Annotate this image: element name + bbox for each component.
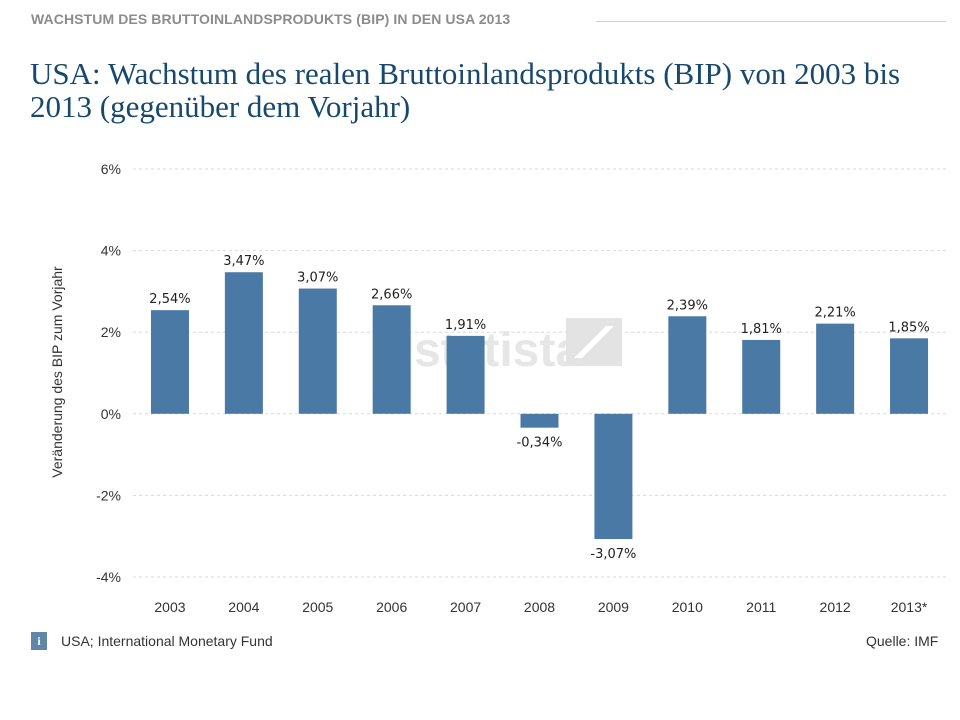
x-tick-label: 2010 xyxy=(672,599,703,615)
y-tick-label: 0% xyxy=(101,406,121,422)
y-axis-title: Veränderung des BIP zum Vorjahr xyxy=(49,266,65,478)
data-label: 2,54% xyxy=(149,292,190,307)
data-label: 1,91% xyxy=(445,318,486,333)
y-axis: 6% 4% 2% 0% -2% -4% xyxy=(96,161,121,585)
x-tick-label: 2007 xyxy=(450,599,481,615)
watermark-text: statista xyxy=(414,324,582,377)
x-tick-label: 2005 xyxy=(302,599,333,615)
data-label: 2,21% xyxy=(814,306,855,321)
source-credit: Quelle: IMF xyxy=(866,633,939,649)
y-tick-label: -4% xyxy=(96,569,121,585)
bar-2003[interactable] xyxy=(150,310,189,414)
bar-2006[interactable] xyxy=(372,305,411,414)
x-axis: 2003 2004 2005 2006 2007 2008 2009 2010 2011 2012… xyxy=(154,599,928,615)
kicker-divider xyxy=(596,21,946,22)
bar-2012[interactable] xyxy=(816,323,855,414)
x-tick-label: 2008 xyxy=(524,599,555,615)
chart-title: USA: Wachstum des realen Bruttoinlandspr… xyxy=(30,56,901,124)
data-label: 1,85% xyxy=(888,320,929,335)
data-label: 1,81% xyxy=(741,322,782,337)
data-label: 3,07% xyxy=(297,271,338,286)
x-tick-label: 2012 xyxy=(820,599,851,615)
data-label: 2,66% xyxy=(371,287,412,302)
data-label: -3,07% xyxy=(590,547,636,562)
source-note: i USA; International Monetary Fund xyxy=(31,632,273,650)
y-tick-label: 4% xyxy=(101,243,121,259)
watermark-logo-slash xyxy=(574,326,614,358)
bar-2008[interactable] xyxy=(520,413,559,428)
x-tick-label: 2006 xyxy=(376,599,407,615)
y-tick-label: -2% xyxy=(96,487,121,503)
bars xyxy=(150,272,929,540)
data-label: 3,47% xyxy=(223,254,264,269)
x-tick-label: 2009 xyxy=(598,599,629,615)
bar-2013[interactable] xyxy=(890,338,929,414)
x-tick-label: 2011 xyxy=(746,599,776,615)
y-tick-label: 2% xyxy=(101,324,121,340)
bar-2011[interactable] xyxy=(742,339,781,414)
info-icon[interactable]: i xyxy=(31,632,47,650)
x-tick-label: 2003 xyxy=(154,599,185,615)
data-label: 2,39% xyxy=(667,298,708,313)
x-tick-label: 2013* xyxy=(891,599,928,615)
bar-2009[interactable] xyxy=(594,413,633,540)
data-label: -0,34% xyxy=(517,436,563,451)
chart-kicker: WACHSTUM DES BRUTTOINLANDSPRODUKTS (BIP)… xyxy=(31,11,511,27)
bar-2010[interactable] xyxy=(668,316,707,414)
source-note-text: USA; International Monetary Fund xyxy=(61,633,273,649)
data-labels: 2,54% 3,47% 3,07% 2,66% 1,91% -0,34% -3,07% 2,3… xyxy=(149,254,929,562)
y-tick-label: 6% xyxy=(101,161,121,177)
x-tick-label: 2004 xyxy=(228,599,259,615)
bar-2004[interactable] xyxy=(224,272,263,414)
statista-watermark: statista xyxy=(414,318,622,377)
bar-2007[interactable] xyxy=(446,335,485,414)
bar-2005[interactable] xyxy=(298,288,337,414)
